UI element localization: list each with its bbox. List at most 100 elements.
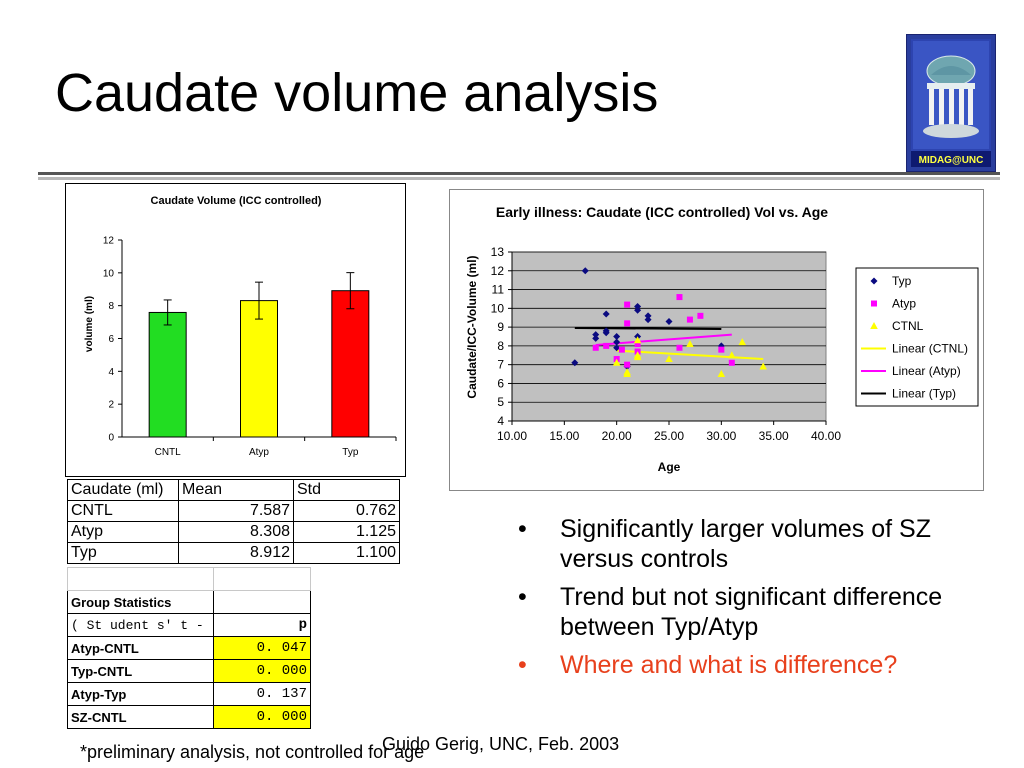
table-row: Typ-CNTL 0. 000	[67, 659, 311, 683]
y-tick-label: 6	[108, 334, 114, 345]
old-well-icon: MIDAG@UNC	[911, 39, 991, 167]
y-tick-label: 13	[491, 245, 505, 259]
y-tick-label: 4	[108, 367, 114, 378]
table-cell: 1.125	[293, 521, 400, 543]
bullet-item: • Where and what is difference?	[518, 650, 988, 680]
table-header-cell: Std	[293, 479, 400, 501]
bullet-text: Where and what is difference?	[560, 651, 898, 679]
bar-cntl	[148, 311, 187, 438]
table-cell: 7.587	[178, 500, 294, 522]
data-point-ctnl	[717, 370, 726, 378]
y-tick-label: 4	[497, 414, 504, 428]
table-row: Atyp-CNTL 0. 047	[67, 636, 311, 660]
data-point-atyp	[697, 312, 704, 319]
data-point-ctnl	[738, 338, 747, 346]
data-point-typ	[644, 316, 652, 324]
legend-label: Atyp	[892, 297, 916, 311]
y-tick-label: 9	[497, 320, 504, 334]
trend-line	[616, 349, 764, 361]
trend-line	[574, 327, 722, 330]
table-blank-row	[67, 567, 311, 591]
data-point-atyp	[592, 344, 599, 351]
data-point-atyp	[624, 361, 631, 368]
x-tick-label: 10.00	[497, 429, 527, 443]
bullet-dot-icon: •	[518, 515, 527, 543]
y-tick-label: 10	[491, 301, 505, 315]
scatter-chart: Early illness: Caudate (ICC controlled) …	[465, 204, 979, 474]
y-tick-label: 12	[491, 264, 505, 278]
table-row: SZ-CNTL 0. 000	[67, 705, 311, 729]
x-tick-label: Atyp	[249, 447, 269, 458]
y-tick-label: 8	[497, 339, 504, 353]
y-tick-label: 6	[497, 376, 504, 390]
comparison-label: Atyp-CNTL	[67, 636, 214, 660]
table-cell: CNTL	[67, 500, 179, 522]
data-point-atyp	[686, 316, 693, 323]
data-point-atyp	[676, 344, 683, 351]
y-tick-label: 10	[103, 268, 115, 279]
p-value-cell: 0. 047	[213, 636, 311, 660]
data-point-typ	[634, 306, 642, 314]
data-point-typ	[602, 329, 610, 337]
y-tick-label: 12	[103, 236, 115, 247]
data-point-typ	[592, 331, 600, 339]
legend-box	[855, 267, 979, 407]
table-header-cell: Mean	[178, 479, 294, 501]
table-row: CNTL 7.587 0.762	[67, 500, 400, 522]
bar-chart-plot-area: 0 2 4 6 8 10 12 CNTL Atyp Typ	[103, 236, 397, 458]
data-point-typ	[665, 317, 673, 325]
comparison-label: Typ-CNTL	[67, 659, 214, 683]
table-row: Typ 8.912 1.100	[67, 542, 400, 564]
table-title-row: Group Statistics	[67, 590, 311, 614]
table-header-cell: Caudate (ml)	[67, 479, 179, 501]
data-point-ctnl	[728, 351, 736, 359]
x-tick-label: 40.00	[811, 429, 841, 443]
logo-text: MIDAG@UNC	[919, 155, 984, 166]
data-point-typ	[613, 338, 621, 346]
data-point-typ	[644, 312, 652, 320]
data-point-atyp	[634, 341, 641, 348]
scatter-chart-panel: Early illness: Caudate (ICC controlled) …	[449, 189, 984, 491]
table-cell	[213, 590, 311, 614]
scatter-chart-title: Early illness: Caudate (ICC controlled) …	[496, 204, 828, 220]
slide-title: Caudate volume analysis	[55, 63, 659, 123]
x-tick-label: 30.00	[706, 429, 736, 443]
legend-label: Linear (Atyp)	[892, 364, 961, 378]
group-statistics-title: Group Statistics	[67, 590, 214, 614]
scatter-chart-legend: Typ Atyp CTNL Linear (CTNL) Linear (Atyp) Lin…	[855, 267, 979, 407]
comparison-label: Atyp-Typ	[67, 682, 214, 706]
y-tick-label: 0	[108, 433, 114, 444]
table-header-row: Caudate (ml) Mean Std	[67, 479, 400, 501]
table-cell: Typ	[67, 542, 179, 564]
data-point-typ	[602, 310, 610, 318]
bar-chart-y-axis-label: volume (ml)	[84, 296, 95, 352]
x-tick-label: 20.00	[602, 429, 632, 443]
midag-logo: MIDAG@UNC	[906, 34, 996, 172]
table-cell: 0.762	[293, 500, 400, 522]
comparison-label: SZ-CNTL	[67, 705, 214, 729]
x-tick-label: 25.00	[654, 429, 684, 443]
data-point-ctnl	[633, 351, 642, 359]
table-cell	[213, 567, 311, 591]
data-point-typ	[571, 359, 579, 367]
bullet-dot-icon: •	[518, 583, 527, 611]
legend-marker	[870, 322, 878, 329]
legend-label: CTNL	[892, 319, 924, 333]
data-point-typ	[613, 333, 621, 340]
scatter-chart-x-axis-label: Age	[658, 460, 681, 474]
bar-atyp	[240, 300, 278, 438]
bar-chart: Caudate Volume (ICC controlled) volume (…	[84, 195, 397, 458]
bullet-dot-icon: •	[518, 651, 527, 679]
y-tick-label: 8	[108, 301, 114, 312]
data-point-atyp	[603, 342, 610, 349]
title-divider-shadow	[38, 177, 1000, 180]
table-cell: 1.100	[293, 542, 400, 564]
x-tick-label: 15.00	[549, 429, 579, 443]
title-divider	[38, 172, 1000, 175]
legend-label: Linear (Typ)	[892, 387, 956, 401]
scatter-chart-y-axis-label: Caudate/ICC-Volume (ml)	[465, 255, 479, 398]
table-row: Atyp-Typ 0. 137	[67, 682, 311, 706]
data-point-ctnl	[623, 370, 631, 378]
table-cell: 8.912	[178, 542, 294, 564]
x-tick-label: Typ	[342, 447, 359, 458]
